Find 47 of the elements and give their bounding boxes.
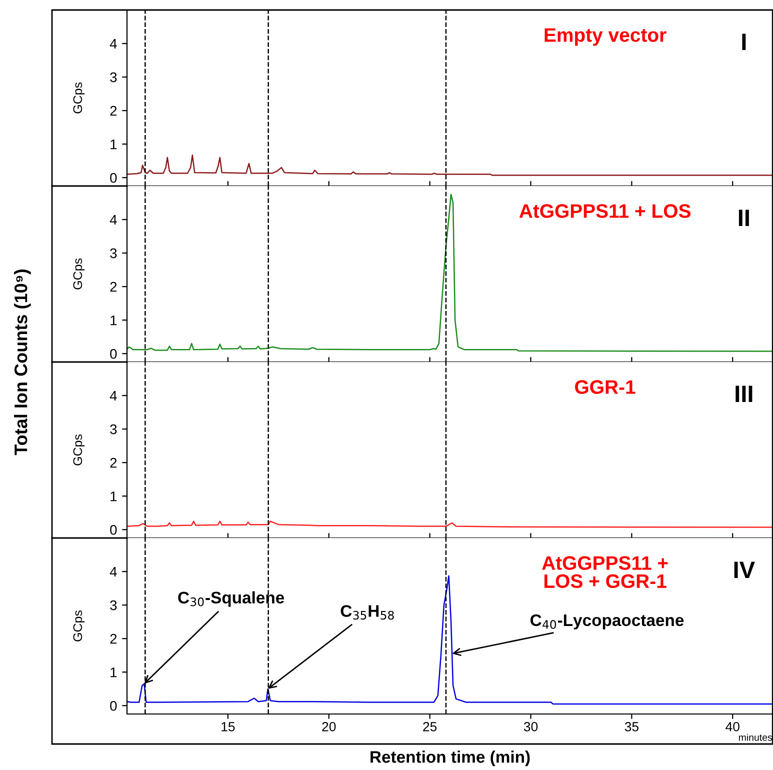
y-tick-label: 2 (110, 634, 117, 644)
x-axis-title: Retention time (min) (370, 750, 530, 766)
y-tick-label: 0 (110, 524, 117, 535)
y-tick-label: 4 (110, 567, 117, 577)
annotation: II (738, 210, 749, 226)
x-tick-label: 20 (322, 722, 336, 732)
y-tick-label: 2 (110, 458, 117, 468)
y-tick-label: 0 (110, 172, 117, 183)
x-tick-label: 30 (524, 722, 538, 732)
y-tick-label: 1 (110, 316, 117, 326)
line-series (127, 154, 773, 176)
y-tick-label: 3 (110, 248, 117, 258)
annotation: C$_{35}$H$_{58}$ (340, 605, 394, 620)
text: Empty vector (544, 28, 666, 46)
y-tick-label: 2 (110, 282, 117, 292)
y-axis-title: GCps (73, 82, 85, 114)
line-series (127, 520, 773, 528)
annotation: C$_{40}$-Lycopaoctaene (530, 614, 684, 630)
y-axis-title: GCps (73, 610, 85, 642)
text: Total Ion Counts (10⁹) (14, 270, 31, 456)
y-tick-label: 1 (110, 668, 117, 678)
x-tick-label: 40 (726, 722, 740, 732)
x-tick-label: 15 (222, 722, 235, 732)
y-tick-label: 3 (110, 600, 117, 610)
y-axis-title: GCps (73, 258, 85, 290)
y-tick-label: 4 (110, 215, 117, 225)
y-tick-label: 2 (110, 106, 117, 116)
annotation: III (736, 386, 752, 402)
line-series (127, 194, 773, 352)
text: GGR-1 (575, 380, 636, 394)
x-tick-label: 25 (423, 722, 437, 732)
y-axis-title: GCps (73, 434, 85, 466)
y-tick-label: 0 (110, 700, 117, 711)
text: AtGGPPS11 + LOS + GGR-1 (542, 556, 668, 588)
y-tick-label: 1 (110, 492, 117, 502)
text: minutes (738, 734, 772, 741)
y-tick-label: 0 (110, 348, 117, 359)
text: AtGGPPS11 + LOS (519, 204, 690, 218)
y-tick-label: 3 (110, 424, 117, 434)
x-tick-label: 35 (624, 722, 638, 732)
y-tick-label: 3 (110, 72, 117, 82)
y-tick-label: 1 (110, 140, 117, 150)
annotation: IV (734, 562, 755, 578)
annotation: I (742, 34, 746, 50)
y-tick-label: 4 (110, 39, 117, 49)
annotation: C$_{30}$-Squalene (178, 591, 284, 607)
y-tick-label: 4 (110, 391, 117, 401)
